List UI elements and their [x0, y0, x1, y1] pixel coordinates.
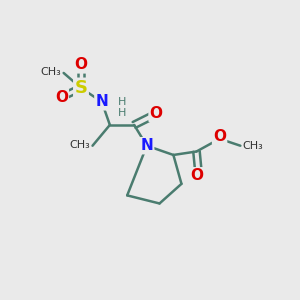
Text: O: O	[150, 106, 163, 121]
Text: CH₃: CH₃	[40, 67, 61, 77]
Text: H: H	[118, 108, 126, 118]
Text: O: O	[74, 57, 88, 72]
Text: O: O	[213, 129, 226, 144]
Text: CH₃: CH₃	[243, 141, 263, 151]
Text: S: S	[74, 79, 88, 97]
Text: CH₃: CH₃	[70, 140, 90, 150]
Text: O: O	[55, 90, 68, 105]
Text: N: N	[95, 94, 108, 109]
Text: H: H	[118, 97, 126, 107]
Text: O: O	[190, 168, 203, 183]
Text: N: N	[140, 138, 153, 153]
